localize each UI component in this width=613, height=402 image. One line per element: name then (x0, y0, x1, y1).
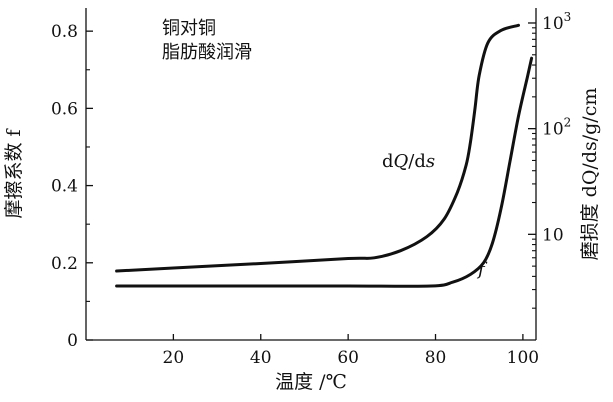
y-left-axis-title: 摩擦系数 f (3, 127, 25, 218)
x-ticks: 20 40 60 80 100 (163, 334, 539, 368)
series-label-dq-ds: dQ/ds (382, 151, 435, 172)
x-tick-label: 20 (163, 348, 185, 368)
series-label-dq-ds-part: s (426, 151, 435, 172)
annotation-lubricant: 脂肪酸润滑 (162, 42, 252, 63)
x-tick-label: 60 (337, 348, 359, 368)
x-tick-label: 40 (250, 348, 272, 368)
y-left-tick-label: 0.6 (51, 99, 78, 119)
y-left-tick-label: 0 (67, 331, 78, 351)
y-right-axis-title: 磨损度 dQ/ds/g/cm (579, 88, 601, 261)
y-left-tick-label: 0.8 (51, 22, 78, 42)
y-right-tick-label: 102 (542, 116, 571, 140)
y-left-tick-label: 0.4 (51, 177, 78, 197)
annotation-material: 铜对铜 (162, 18, 216, 39)
y-right-tick-label: 10 (542, 225, 564, 245)
y-left-ticks: 0 0.2 0.4 0.6 0.8 (51, 22, 93, 351)
series-line-f (115, 56, 534, 288)
series-label-dq-ds-part: /d (408, 151, 426, 172)
axes (85, 8, 537, 341)
x-tick-label: 100 (507, 348, 539, 368)
series-label-f: f (476, 259, 488, 280)
x-axis-title: 温度 /℃ (275, 371, 347, 393)
series-label-dq-ds-part: Q (394, 151, 409, 172)
series-line-dq-ds (115, 23, 520, 273)
y-right-ticks: 10 102 103 (528, 10, 571, 309)
y-right-tick-label: 103 (542, 10, 571, 34)
series-label-dq-ds-part: d (382, 151, 394, 172)
series-lines (115, 23, 534, 288)
x-tick-label: 80 (425, 348, 447, 368)
y-left-tick-label: 0.2 (51, 254, 78, 274)
